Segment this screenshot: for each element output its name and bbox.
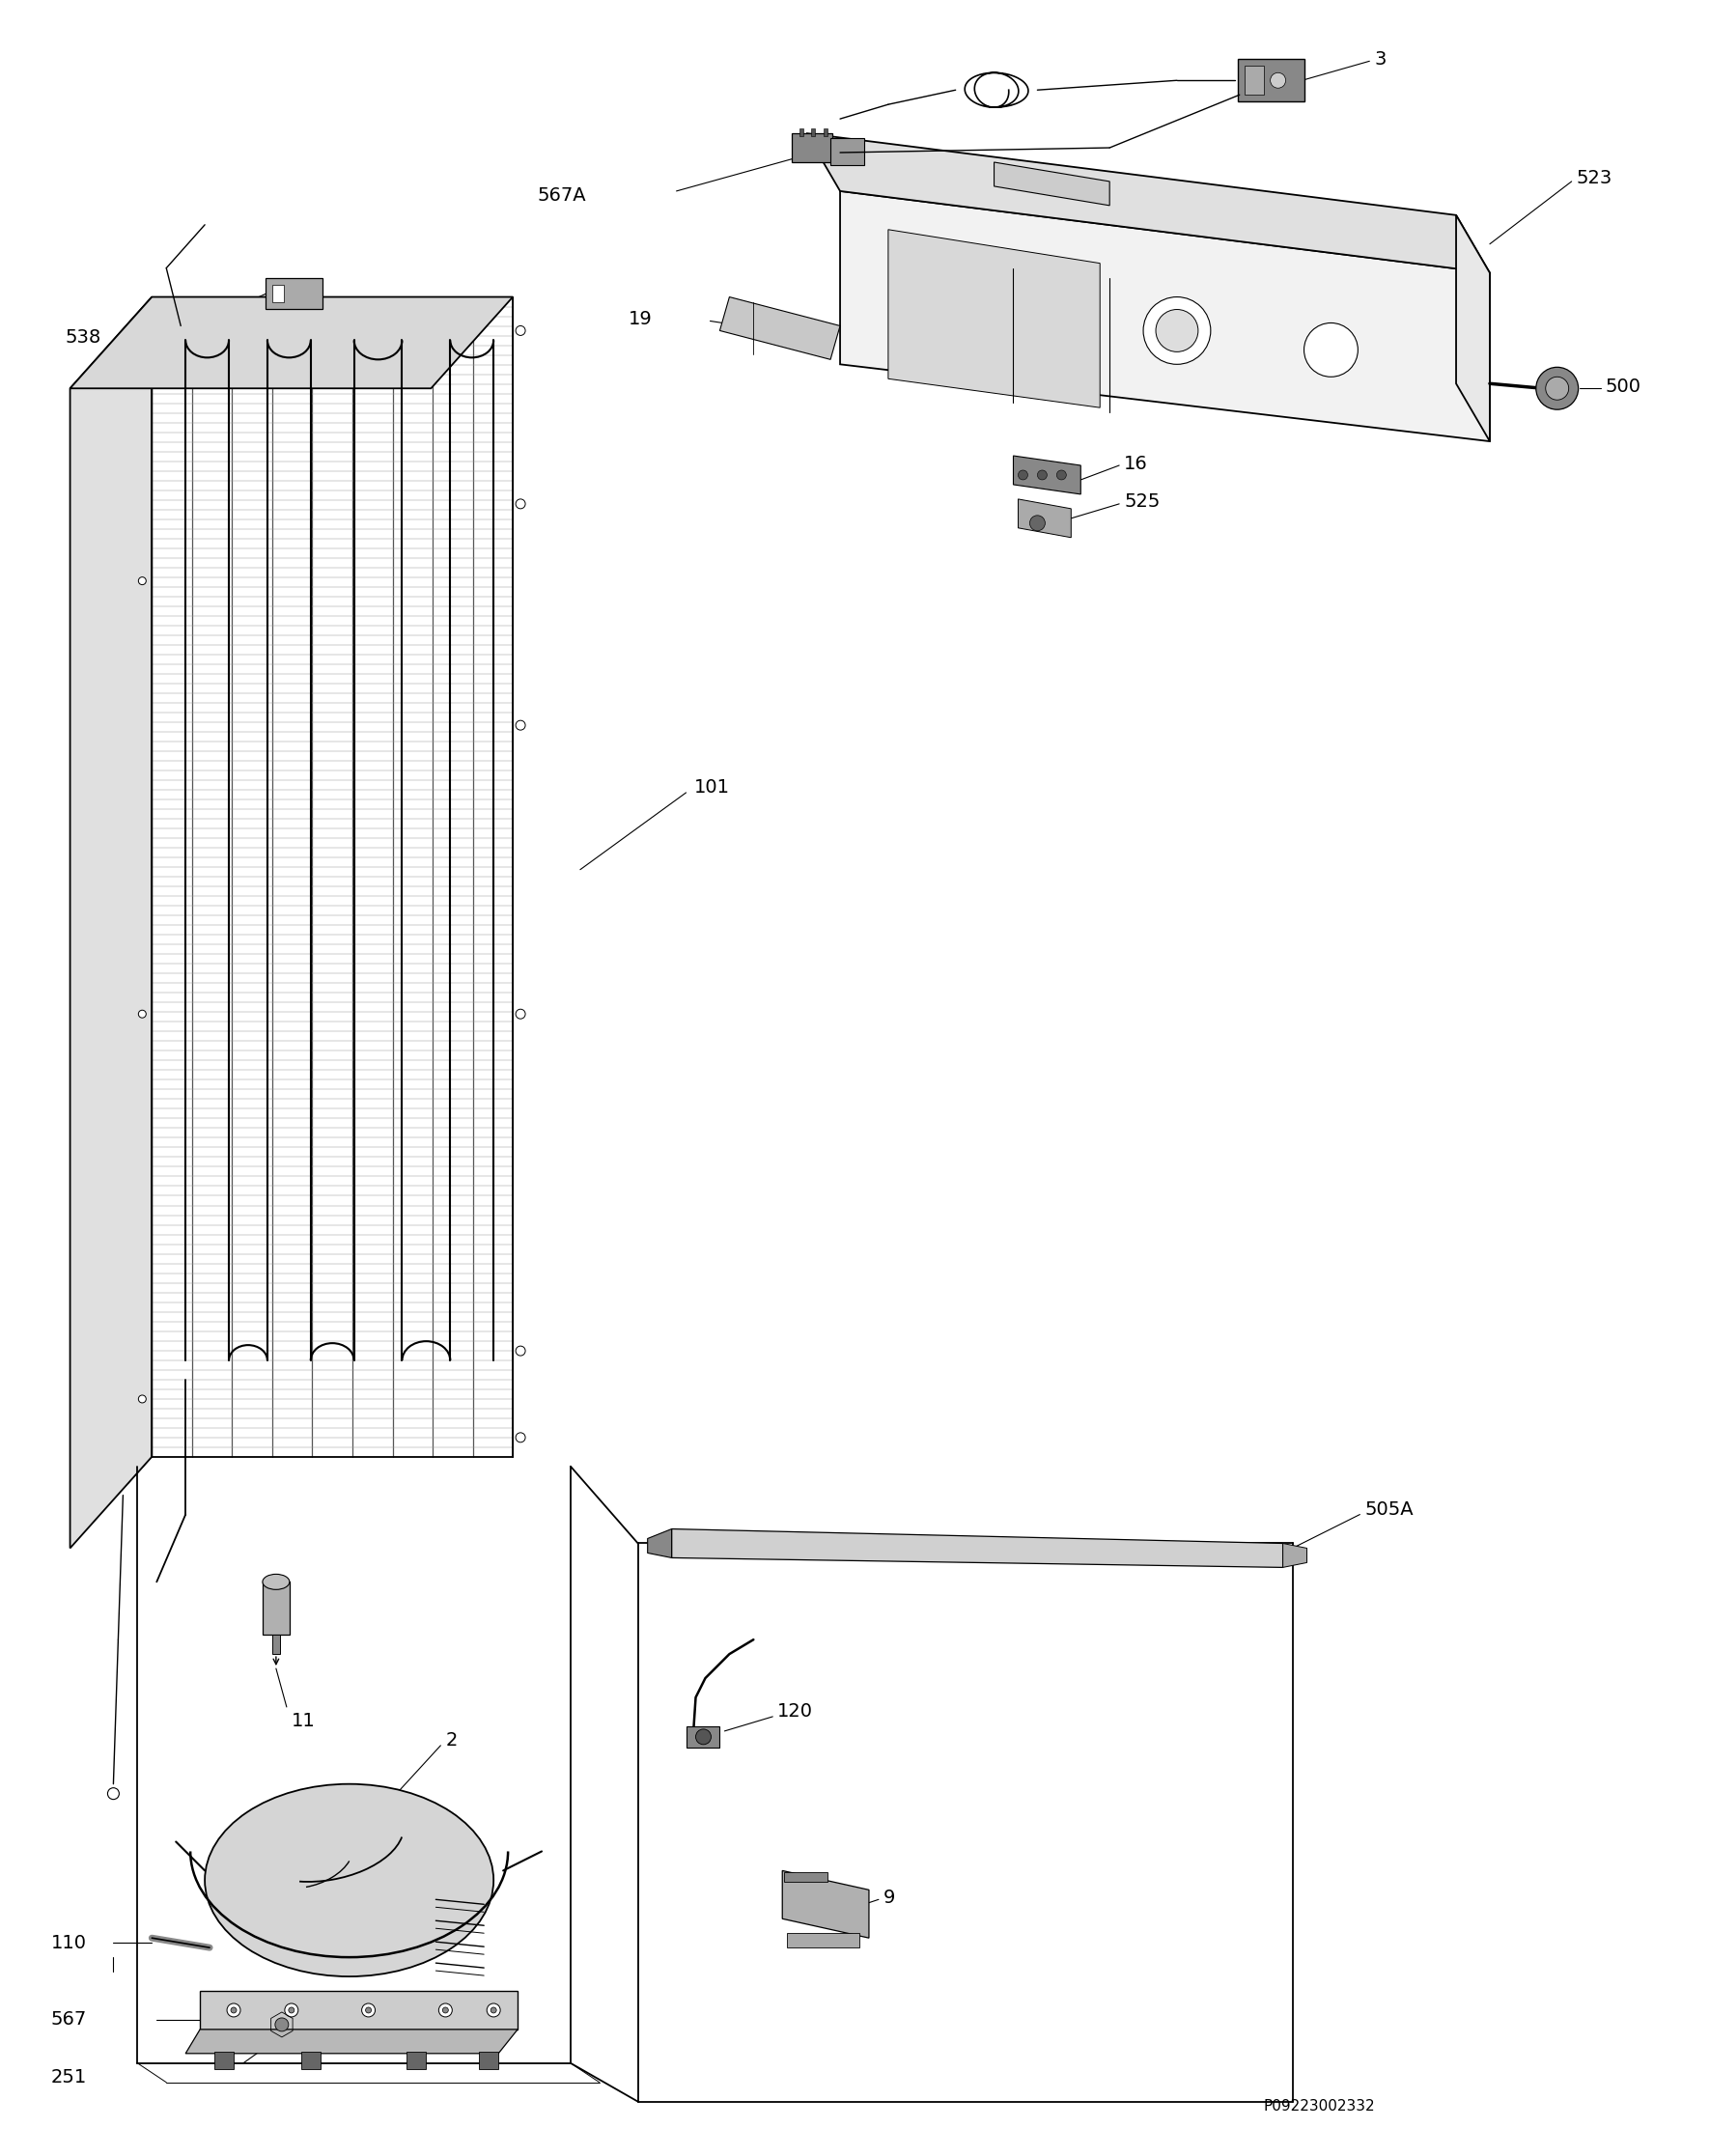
Bar (800, 129, 804, 136)
Text: 525: 525 (1123, 494, 1159, 511)
Circle shape (139, 1395, 145, 1404)
Circle shape (289, 2007, 294, 2014)
Text: 538: 538 (65, 328, 101, 347)
Text: 500: 500 (1606, 377, 1642, 395)
Circle shape (139, 578, 145, 584)
Polygon shape (70, 298, 152, 1548)
Polygon shape (70, 298, 513, 388)
Text: 16: 16 (1123, 455, 1147, 472)
Polygon shape (1014, 455, 1081, 494)
Polygon shape (1017, 498, 1070, 537)
Circle shape (491, 2007, 496, 2014)
Circle shape (1017, 470, 1028, 481)
Circle shape (1144, 298, 1211, 364)
Circle shape (696, 1729, 711, 1744)
Circle shape (108, 1787, 120, 1800)
Ellipse shape (205, 1783, 494, 1977)
Bar (263, 1583, 289, 1634)
Text: 110: 110 (51, 1934, 87, 1951)
Polygon shape (1282, 1544, 1306, 1567)
Circle shape (1546, 377, 1568, 399)
Text: 9: 9 (884, 1889, 896, 1906)
Circle shape (231, 2007, 236, 2014)
Text: 3: 3 (1375, 50, 1387, 69)
Circle shape (1057, 470, 1067, 481)
Circle shape (516, 498, 525, 509)
Circle shape (1305, 323, 1358, 377)
Bar (831, 138, 864, 166)
Polygon shape (783, 1871, 869, 1938)
Text: 505A: 505A (1365, 1501, 1414, 1518)
Text: 567: 567 (51, 2012, 87, 2029)
Circle shape (516, 326, 525, 336)
Polygon shape (807, 134, 1489, 274)
Text: 19: 19 (628, 310, 652, 328)
Circle shape (227, 2003, 241, 2016)
Circle shape (443, 2007, 448, 2014)
Text: 120: 120 (778, 1703, 814, 1720)
Ellipse shape (263, 1574, 289, 1589)
Text: 523: 523 (1577, 170, 1613, 188)
Circle shape (275, 2018, 289, 2031)
Bar (301, 2053, 320, 2070)
FancyBboxPatch shape (265, 278, 321, 308)
Text: 2: 2 (445, 1731, 457, 1751)
Polygon shape (186, 2029, 518, 2053)
Polygon shape (994, 162, 1110, 205)
Circle shape (1536, 367, 1578, 410)
Polygon shape (1457, 216, 1489, 442)
Polygon shape (672, 1529, 1282, 1567)
Text: 251: 251 (51, 2068, 87, 2087)
Bar (272, 1634, 280, 1654)
Circle shape (366, 2007, 371, 2014)
Circle shape (139, 1011, 145, 1018)
Polygon shape (200, 1990, 518, 2029)
Circle shape (1156, 310, 1199, 351)
Polygon shape (128, 298, 152, 1483)
Circle shape (516, 1345, 525, 1356)
Text: P09223002332: P09223002332 (1264, 2100, 1375, 2113)
Bar (479, 2053, 498, 2070)
Circle shape (1029, 515, 1045, 530)
Text: 11: 11 (291, 1712, 315, 1731)
Polygon shape (720, 298, 840, 360)
Circle shape (1271, 73, 1286, 88)
Text: 567A: 567A (537, 188, 587, 205)
Circle shape (439, 2003, 451, 2016)
Circle shape (284, 2003, 298, 2016)
Circle shape (516, 1434, 525, 1442)
Bar (792, 134, 833, 162)
FancyBboxPatch shape (1238, 58, 1305, 101)
Circle shape (487, 2003, 501, 2016)
Circle shape (1038, 470, 1047, 481)
Bar (824, 129, 828, 136)
Circle shape (516, 1009, 525, 1020)
Bar (686, 1727, 720, 1746)
Bar (811, 129, 816, 136)
Bar (1245, 67, 1264, 95)
Bar (272, 285, 284, 302)
Text: 101: 101 (694, 778, 730, 798)
Circle shape (516, 720, 525, 731)
Bar (787, 1934, 860, 1947)
Circle shape (268, 2012, 296, 2037)
Polygon shape (648, 1529, 672, 1559)
Bar (152, 298, 513, 1457)
Bar (785, 1874, 828, 1882)
Polygon shape (887, 229, 1100, 407)
Circle shape (363, 2003, 374, 2016)
Polygon shape (840, 192, 1489, 442)
Bar (214, 2053, 234, 2070)
Bar (407, 2053, 426, 2070)
